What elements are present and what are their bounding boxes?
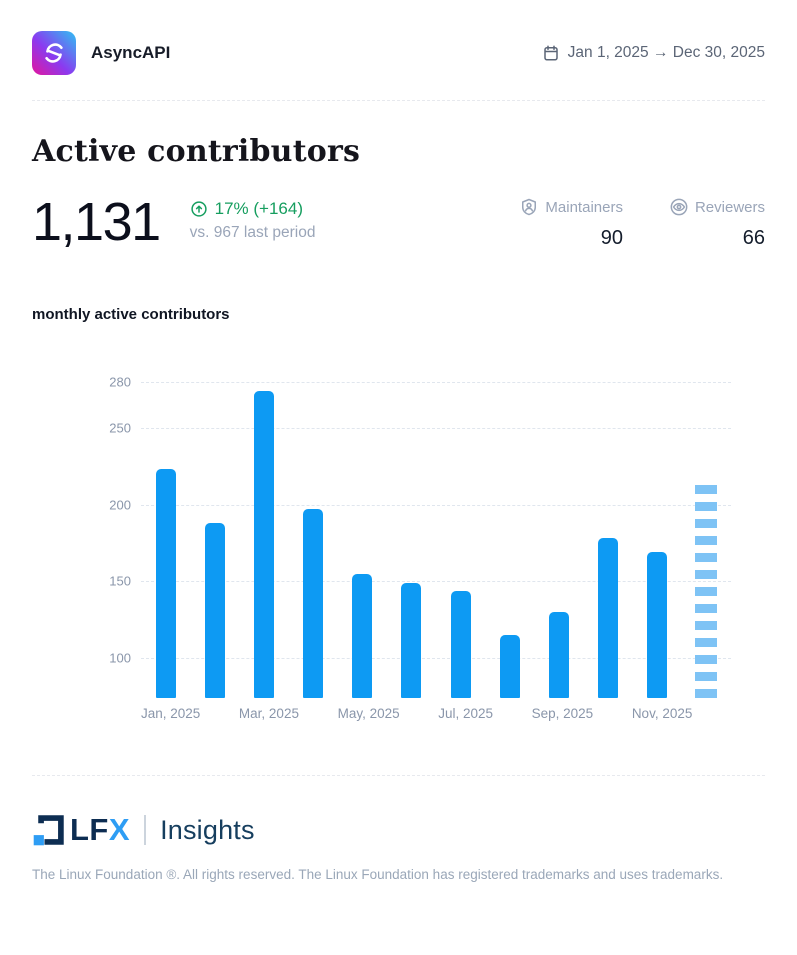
trend-percentage: 17% (+164) bbox=[214, 199, 304, 218]
bar-slot bbox=[584, 365, 633, 698]
x-axis-tick-label bbox=[299, 706, 338, 721]
page-title: Active contributors bbox=[32, 134, 361, 169]
bar-slot bbox=[239, 365, 288, 698]
x-letter: X bbox=[108, 812, 131, 847]
y-axis: 100 150 200 250 280 bbox=[32, 365, 141, 698]
y-axis-tick-label: 250 bbox=[109, 420, 131, 436]
reviewers-label: Reviewers bbox=[694, 198, 765, 216]
lf-letters: LF bbox=[70, 812, 109, 847]
insights-wordmark: Insights bbox=[160, 814, 255, 845]
gridline bbox=[141, 581, 731, 583]
plot-area bbox=[141, 365, 731, 698]
reviewers-stat: Reviewers 66 bbox=[669, 197, 765, 250]
bar-slot bbox=[436, 365, 485, 698]
arrow-up-circle-icon bbox=[190, 201, 207, 217]
bar-slot bbox=[141, 365, 190, 698]
bar-Apr, 2025 bbox=[303, 509, 324, 698]
trend-block: 17% (+164) vs. 967 last period bbox=[190, 199, 316, 242]
header-divider bbox=[32, 100, 765, 101]
y-axis-tick-label: 280 bbox=[109, 374, 131, 390]
lfx-wordmark: LFX bbox=[70, 812, 130, 848]
reviewers-value: 66 bbox=[742, 227, 765, 249]
x-axis-tick-label bbox=[692, 706, 731, 721]
gridline bbox=[141, 427, 731, 429]
reviewers-label-row: Reviewers bbox=[669, 197, 765, 217]
y-axis-tick-label: 100 bbox=[109, 650, 131, 666]
x-axis-tick-label: Nov, 2025 bbox=[631, 706, 693, 721]
maintainers-label-row: Maintainers bbox=[519, 197, 623, 217]
bar-slot bbox=[682, 365, 731, 698]
bar-slot bbox=[534, 365, 583, 698]
x-axis-tick-label: Sep, 2025 bbox=[531, 706, 594, 721]
lfx-insights-logo[interactable]: LFX Insights bbox=[32, 812, 765, 848]
asyncapi-s-icon bbox=[45, 43, 63, 63]
reviewer-eye-icon bbox=[670, 198, 688, 216]
footer-divider bbox=[32, 775, 765, 776]
bar-May, 2025 bbox=[352, 573, 373, 698]
total-contributors-value: 1,131 bbox=[32, 192, 161, 252]
x-axis-tick-label: Jul, 2025 bbox=[438, 706, 494, 721]
bar-Jul, 2025 bbox=[450, 590, 471, 698]
maintainers-value: 90 bbox=[600, 227, 623, 249]
maintainer-badge-icon bbox=[522, 198, 537, 216]
bar-Feb, 2025 bbox=[204, 523, 225, 698]
date-range: Jan 1, 2025 → Dec 30, 2025 bbox=[542, 44, 765, 62]
gridline bbox=[141, 504, 731, 506]
x-axis-tick-label bbox=[400, 706, 439, 721]
bar-Sep, 2025 bbox=[548, 612, 569, 698]
bar-Nov, 2025 bbox=[647, 552, 668, 698]
role-stats: Maintainers 90 Reviewers 66 bbox=[519, 197, 765, 250]
maintainers-label: Maintainers bbox=[545, 198, 623, 216]
asyncapi-logo bbox=[32, 31, 76, 75]
bar-Aug, 2025 bbox=[499, 635, 520, 698]
x-axis-tick-label: Mar, 2025 bbox=[238, 706, 299, 721]
monthly-contributors-bar-chart: 100 150 200 250 280 bbox=[32, 365, 765, 698]
x-axis-tick-label bbox=[200, 706, 239, 721]
bar-slot bbox=[387, 365, 436, 698]
linux-foundation-mark-icon bbox=[33, 815, 64, 846]
bar-Jan, 2025 bbox=[155, 469, 176, 698]
bar-Jun, 2025 bbox=[401, 582, 422, 698]
copyright-text: The Linux Foundation ®. All rights reser… bbox=[32, 867, 724, 882]
maintainers-stat: Maintainers 90 bbox=[519, 197, 623, 250]
bars-layer bbox=[141, 365, 731, 698]
chart-title: monthly active contributors bbox=[32, 306, 230, 323]
projected-bar-Dec, 2025 bbox=[695, 484, 718, 698]
bar-slot bbox=[338, 365, 387, 698]
x-axis-tick-label bbox=[493, 706, 532, 721]
x-axis-tick-label: May, 2025 bbox=[337, 706, 400, 721]
bar-slot bbox=[633, 365, 682, 698]
gridline bbox=[141, 658, 731, 660]
x-axis-tick-label bbox=[593, 706, 632, 721]
project-name: AsyncAPI bbox=[91, 43, 171, 62]
calendar-icon bbox=[543, 45, 558, 61]
previous-period-comparison: vs. 967 last period bbox=[189, 224, 316, 241]
bar-Mar, 2025 bbox=[253, 391, 274, 698]
date-range-text: Jan 1, 2025 → Dec 30, 2025 bbox=[567, 44, 765, 61]
gridline bbox=[141, 381, 731, 383]
trend-line: 17% (+164) bbox=[190, 199, 316, 219]
bar-Oct, 2025 bbox=[598, 538, 619, 698]
x-axis: Jan, 2025 Mar, 2025 May, 2025 Jul, 2025 Sep,… bbox=[32, 698, 765, 721]
bar-slot bbox=[289, 365, 338, 698]
y-axis-tick-label: 150 bbox=[109, 573, 131, 589]
y-axis-tick-label: 200 bbox=[109, 497, 131, 513]
bar-slot bbox=[485, 365, 534, 698]
x-axis-labels: Jan, 2025 Mar, 2025 May, 2025 Jul, 2025 Sep,… bbox=[141, 706, 731, 721]
summary-stats: 1,131 17% (+164) vs. 967 last period bbox=[32, 195, 765, 250]
report-header: AsyncAPI Jan 1, 2025 → Dec 30, 2025 bbox=[32, 0, 765, 75]
x-axis-tick-label: Jan, 2025 bbox=[141, 706, 201, 721]
brand-separator bbox=[144, 815, 147, 845]
bar-slot bbox=[190, 365, 239, 698]
